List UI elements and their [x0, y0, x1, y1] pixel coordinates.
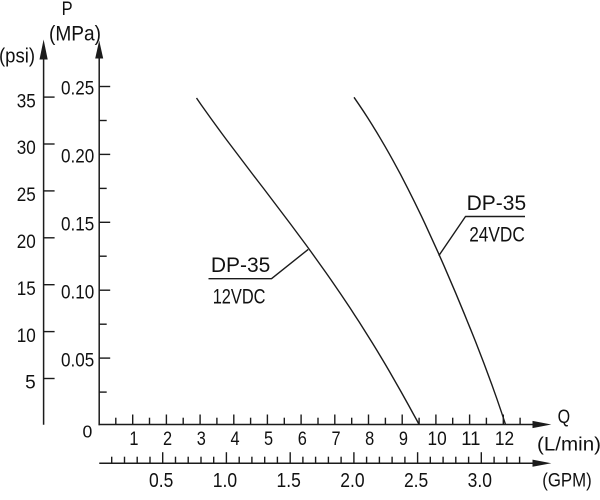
svg-text:7: 7: [331, 428, 340, 450]
svg-text:0.10: 0.10: [61, 282, 94, 303]
svg-text:12: 12: [495, 428, 514, 450]
svg-text:0: 0: [83, 421, 93, 441]
svg-text:24VDC: 24VDC: [469, 223, 525, 247]
svg-text:Q: Q: [558, 407, 571, 428]
svg-text:(GPM): (GPM): [542, 470, 592, 491]
svg-text:0.25: 0.25: [61, 79, 94, 100]
svg-text:5: 5: [25, 373, 36, 394]
svg-text:3: 3: [197, 428, 206, 450]
svg-text:9: 9: [399, 428, 408, 450]
svg-text:0.15: 0.15: [61, 215, 94, 236]
svg-text:12VDC: 12VDC: [213, 284, 266, 308]
svg-text:1: 1: [129, 428, 138, 450]
svg-text:25: 25: [17, 185, 36, 206]
svg-text:(L/min): (L/min): [537, 435, 600, 456]
svg-text:1.5: 1.5: [277, 470, 301, 492]
svg-text:8: 8: [365, 428, 374, 450]
svg-text:0.5: 0.5: [149, 470, 173, 492]
svg-text:0.05: 0.05: [61, 350, 94, 371]
svg-text:2.5: 2.5: [404, 470, 428, 492]
svg-text:5: 5: [264, 428, 273, 450]
svg-text:0.20: 0.20: [61, 147, 94, 168]
svg-text:2: 2: [163, 428, 172, 450]
svg-text:DP-35: DP-35: [211, 253, 271, 277]
svg-text:P: P: [62, 0, 73, 20]
svg-text:6: 6: [298, 428, 307, 450]
svg-text:(psi): (psi): [0, 46, 35, 68]
svg-text:15: 15: [17, 279, 36, 300]
svg-text:1.0: 1.0: [213, 470, 237, 492]
svg-text:2.0: 2.0: [340, 470, 364, 492]
svg-text:30: 30: [17, 138, 36, 159]
svg-text:4: 4: [230, 428, 239, 450]
svg-text:10: 10: [428, 428, 447, 450]
svg-text:11: 11: [461, 428, 480, 450]
svg-text:10: 10: [17, 326, 36, 347]
svg-text:35: 35: [17, 91, 36, 112]
svg-text:(MPa): (MPa): [49, 22, 101, 45]
svg-text:DP-35: DP-35: [467, 191, 527, 215]
svg-text:20: 20: [17, 232, 36, 253]
svg-text:3.0: 3.0: [468, 470, 492, 492]
